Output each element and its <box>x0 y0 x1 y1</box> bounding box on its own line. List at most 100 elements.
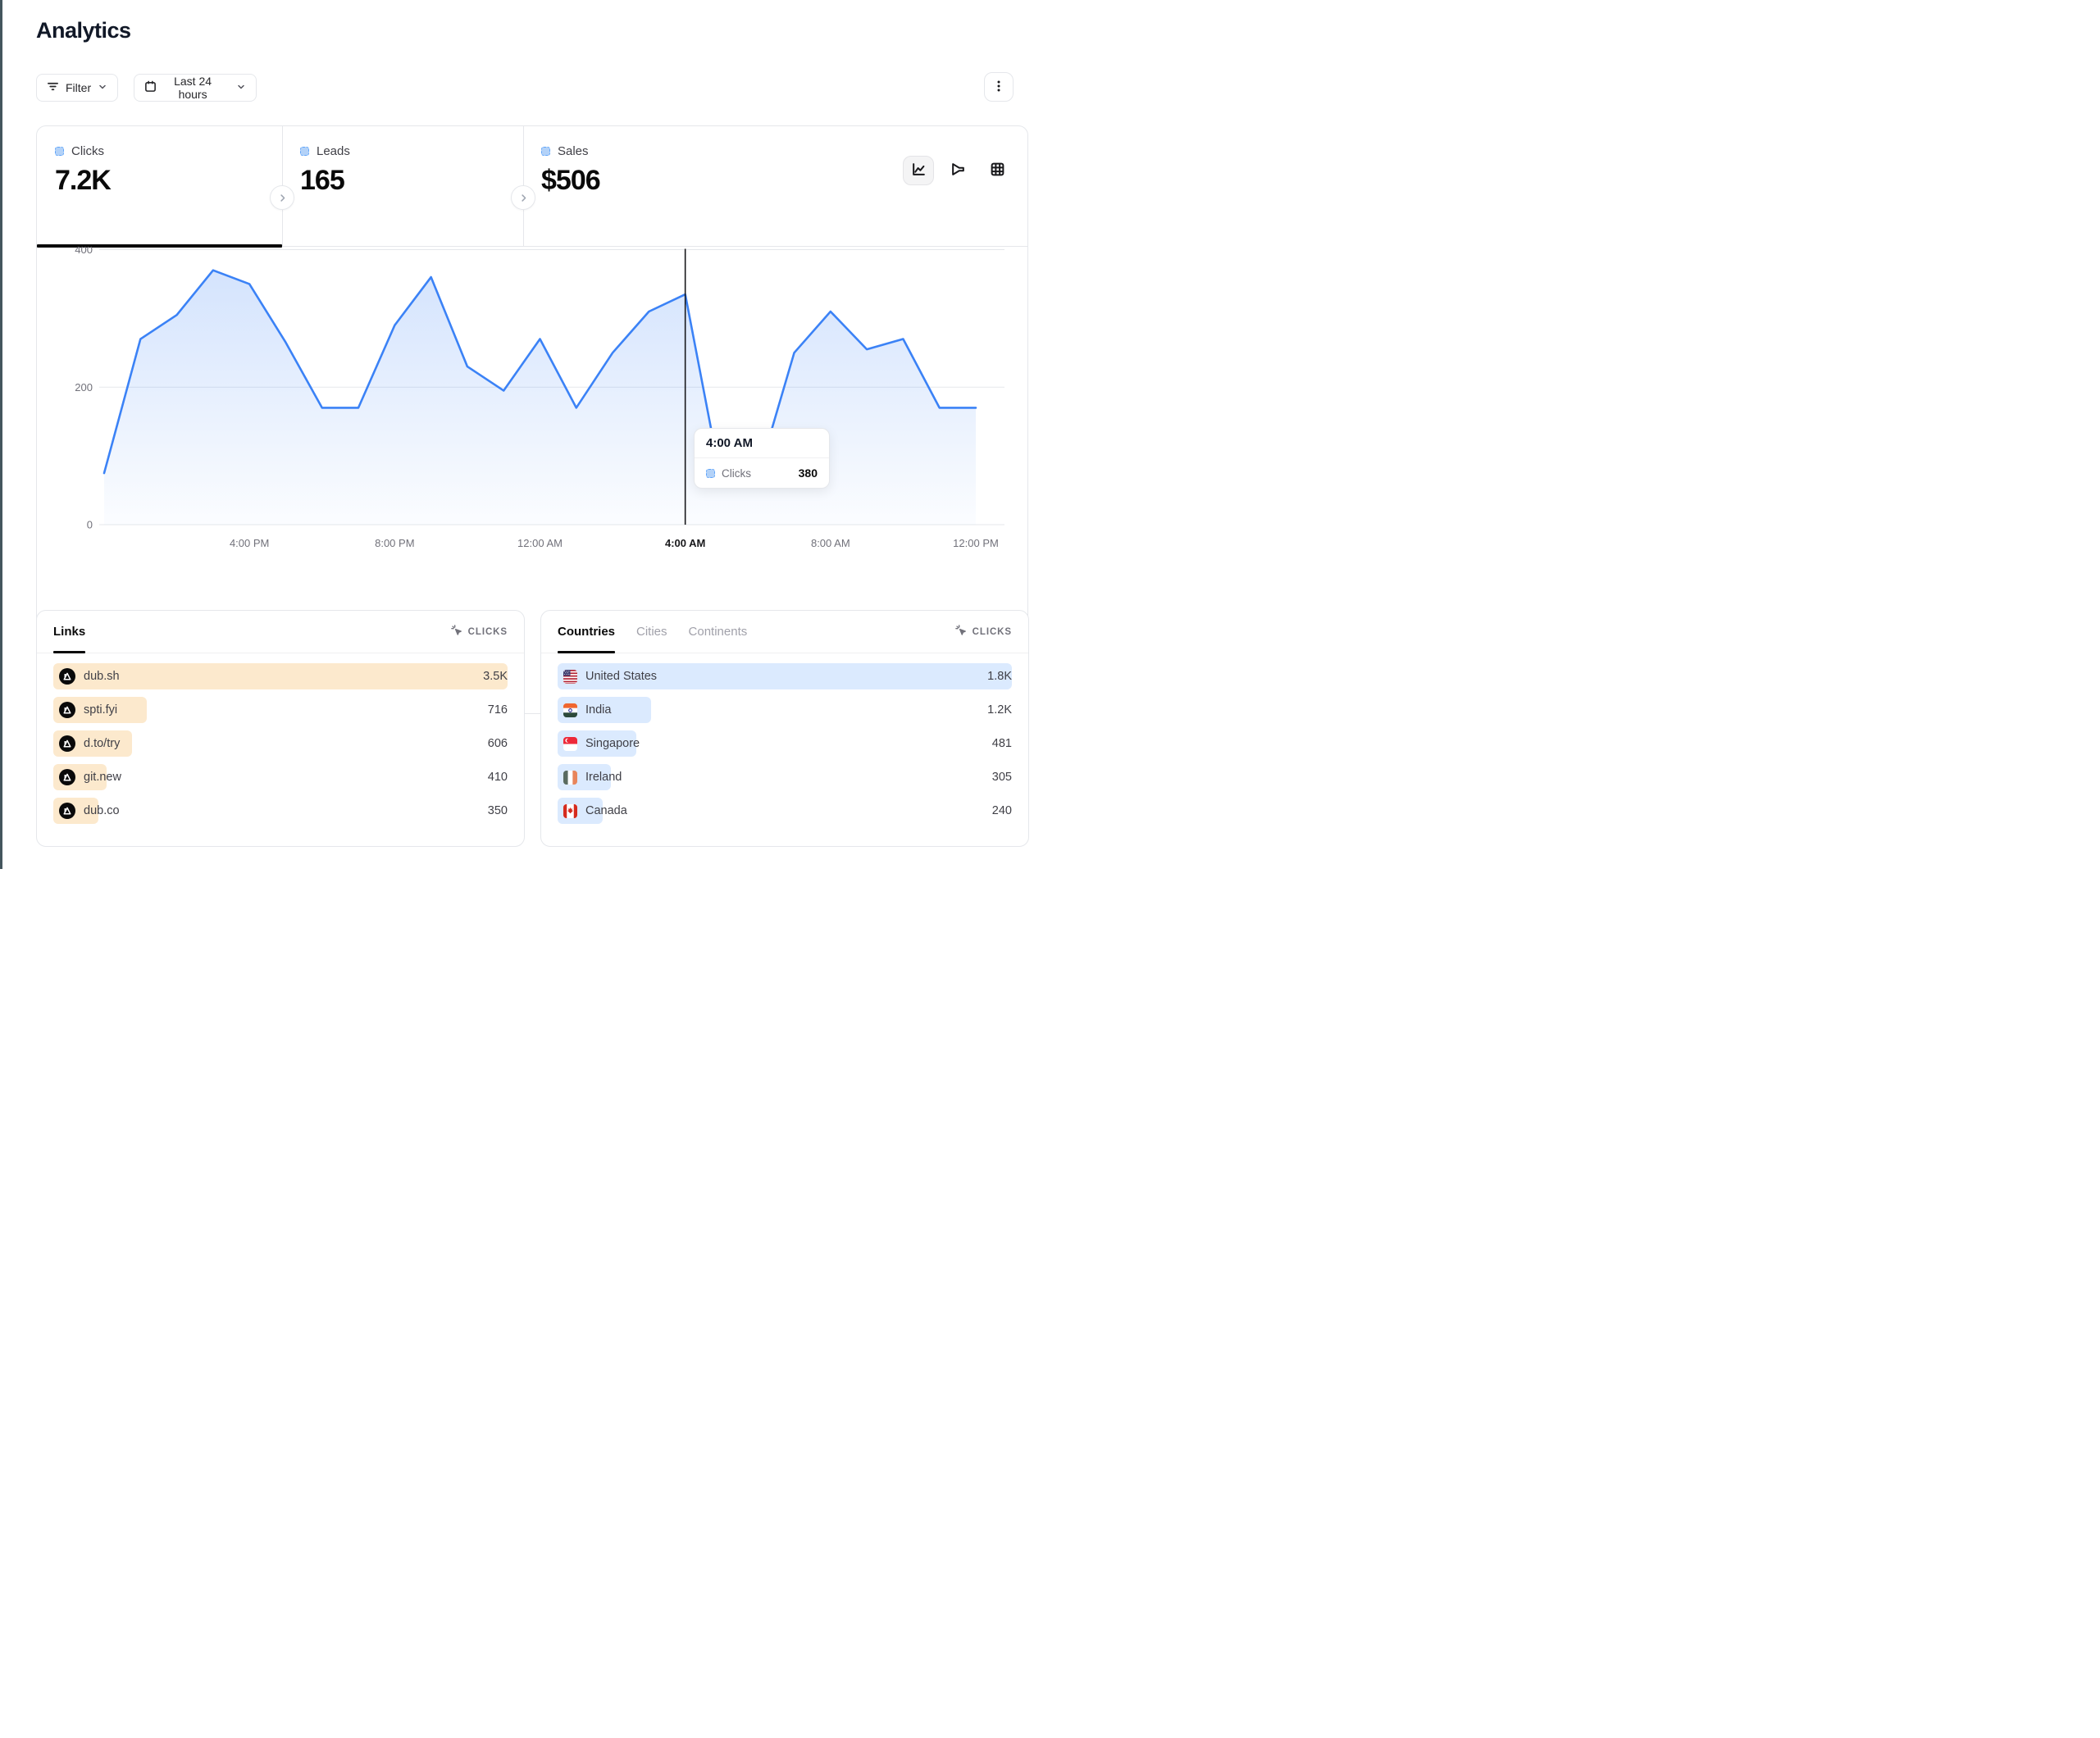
tab-cities[interactable]: Cities <box>636 625 667 639</box>
country-row[interactable]: Singapore 481 <box>558 730 1012 757</box>
clicks-value: 481 <box>991 737 1012 750</box>
stat-label: Leads <box>317 144 350 158</box>
tab-sales[interactable]: Sales $506 <box>523 126 1027 246</box>
link-row[interactable]: dub.sh 3.5K <box>53 663 508 689</box>
countries-panel-header: Countries Cities Continents CLICKS <box>541 611 1028 653</box>
tooltip-time: 4:00 AM <box>695 429 829 458</box>
clicks-value: 350 <box>487 804 508 817</box>
dub-logo-icon <box>59 735 75 752</box>
countries-list: United States 1.8K India 1.2K Singapore 481 Ir… <box>541 653 1028 824</box>
stat-value: 7.2K <box>55 165 112 196</box>
line-chart-view-button[interactable] <box>903 156 934 185</box>
country-row[interactable]: India 1.2K <box>558 697 1012 723</box>
country-label: Ireland <box>585 771 622 784</box>
row-content: India <box>558 703 611 717</box>
more-options-button[interactable] <box>984 72 1014 102</box>
row-content: spti.fyi <box>53 702 117 718</box>
stat-label: Sales <box>558 144 589 158</box>
country-row[interactable]: Ireland 305 <box>558 764 1012 790</box>
clicks-legend-swatch <box>55 147 64 156</box>
clicks-area-chart[interactable]: 0 200 400 4:00 PM 8:00 PM 12:00 AM 4:00 AM 8:00… <box>37 247 1027 713</box>
table-grid-view-button[interactable] <box>982 156 1013 185</box>
links-metric-header: CLICKS <box>467 626 508 637</box>
flag-singapore-icon <box>563 736 577 751</box>
tooltip-legend-swatch <box>706 468 715 478</box>
svg-text:4:00 AM: 4:00 AM <box>665 537 705 549</box>
date-range-button[interactable]: Last 24 hours <box>133 74 257 102</box>
tab-leads[interactable]: Leads 165 <box>282 126 523 246</box>
kebab-menu-icon <box>992 80 1005 95</box>
tab-clicks[interactable]: Clicks 7.2K <box>37 126 282 248</box>
clicks-value: 3.5K <box>483 670 508 683</box>
dub-logo-icon <box>59 769 75 785</box>
tooltip-series-label: Clicks <box>722 466 751 480</box>
link-row[interactable]: git.new 410 <box>53 764 508 790</box>
svg-text:200: 200 <box>75 381 93 394</box>
chart-canvas: 0 200 400 4:00 PM 8:00 PM 12:00 AM 4:00 AM 8:00… <box>75 247 1004 549</box>
funnel-chart-icon <box>950 162 966 180</box>
chart-tooltip: 4:00 AM Clicks 380 <box>694 428 830 489</box>
clicks-value: 716 <box>487 703 508 717</box>
links-panel: Links CLICKS dub.sh 3.5K spti.fyi 716 d.to/t… <box>36 610 525 847</box>
countries-panel: Countries Cities Continents CLICKS Unite… <box>540 610 1029 847</box>
line-chart-icon <box>911 162 927 180</box>
table-grid-icon <box>990 162 1005 180</box>
leads-legend-swatch <box>300 147 309 156</box>
chart-view-switcher <box>903 156 1013 185</box>
country-label: India <box>585 703 612 717</box>
cursor-click-icon <box>954 624 968 639</box>
svg-text:4:00 PM: 4:00 PM <box>230 537 269 549</box>
link-row[interactable]: spti.fyi 716 <box>53 697 508 723</box>
links-list: dub.sh 3.5K spti.fyi 716 d.to/try 606 git.new 4… <box>37 653 524 824</box>
row-content: United States <box>558 669 658 684</box>
expand-stat-chevron-button[interactable] <box>511 185 535 210</box>
countries-metric-header: CLICKS <box>972 626 1012 637</box>
svg-text:12:00 AM: 12:00 AM <box>517 537 563 549</box>
svg-text:0: 0 <box>87 519 93 531</box>
clicks-bar <box>558 663 1012 689</box>
expand-stat-chevron-button[interactable] <box>270 185 294 210</box>
row-content: Ireland <box>558 770 622 785</box>
window-edge-strip <box>0 0 2 869</box>
country-row[interactable]: United States 1.8K <box>558 663 1012 689</box>
flag-india-icon <box>563 703 577 717</box>
svg-text:8:00 PM: 8:00 PM <box>375 537 414 549</box>
link-label: git.new <box>84 771 121 784</box>
link-label: dub.co <box>84 804 120 817</box>
row-content: dub.co <box>53 803 120 819</box>
toolbar: Filter Last 24 hours <box>36 72 1014 102</box>
links-panel-header: Links CLICKS <box>37 611 524 653</box>
filter-button[interactable]: Filter <box>36 74 119 102</box>
chevron-down-icon <box>236 81 246 94</box>
row-content: dub.sh <box>53 668 120 685</box>
tab-countries[interactable]: Countries <box>558 611 616 653</box>
clicks-value: 305 <box>991 771 1012 784</box>
stat-label: Clicks <box>71 144 104 158</box>
tab-continents[interactable]: Continents <box>688 625 748 639</box>
country-row[interactable]: Canada 240 <box>558 798 1012 824</box>
date-range-label: Last 24 hours <box>174 75 212 101</box>
chevron-down-icon <box>98 81 107 94</box>
svg-text:8:00 AM: 8:00 AM <box>811 537 850 549</box>
cursor-click-icon <box>450 624 463 639</box>
sales-legend-swatch <box>541 147 550 156</box>
dub-logo-icon <box>59 803 75 819</box>
link-row[interactable]: dub.co 350 <box>53 798 508 824</box>
tooltip-value: 380 <box>798 466 818 480</box>
flag-us-icon <box>563 669 577 684</box>
funnel-chart-view-button[interactable] <box>942 156 973 185</box>
filter-icon <box>47 80 59 95</box>
dub-logo-icon <box>59 668 75 685</box>
clicks-value: 240 <box>991 804 1012 817</box>
clicks-value: 606 <box>487 737 508 750</box>
tab-links[interactable]: Links <box>53 611 86 653</box>
clicks-value: 410 <box>487 771 508 784</box>
link-row[interactable]: d.to/try 606 <box>53 730 508 757</box>
row-content: Canada <box>558 803 627 818</box>
row-content: git.new <box>53 769 121 785</box>
row-content: Singapore <box>558 736 640 751</box>
link-label: dub.sh <box>84 670 120 683</box>
stat-value: $506 <box>541 165 601 196</box>
country-label: United States <box>585 670 658 683</box>
link-label: spti.fyi <box>84 703 118 717</box>
